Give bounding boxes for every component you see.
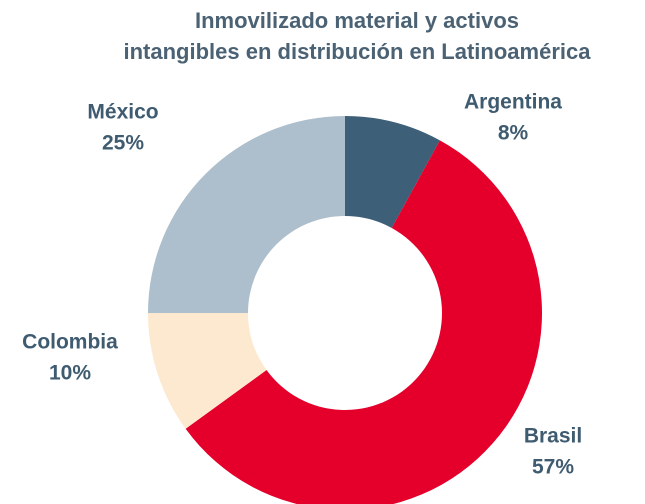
slice-value-label: 10% — [49, 362, 91, 385]
slice-label: Brasil — [524, 425, 582, 448]
chart-title: intangibles en distribución en Latinoamé… — [124, 39, 592, 64]
slice-value-label: 8% — [498, 122, 529, 145]
slice-label: Colombia — [22, 331, 118, 354]
donut-slice — [148, 116, 345, 313]
slice-label: Argentina — [464, 91, 562, 114]
donut-slice — [148, 313, 267, 429]
slice-value-label: 57% — [532, 456, 574, 479]
donut-slice — [345, 116, 440, 228]
slice-label: México — [87, 101, 158, 124]
slice-value-label: 25% — [102, 132, 144, 155]
chart-title: Inmovilizado material y activos — [195, 8, 519, 33]
donut-slice — [185, 140, 542, 504]
